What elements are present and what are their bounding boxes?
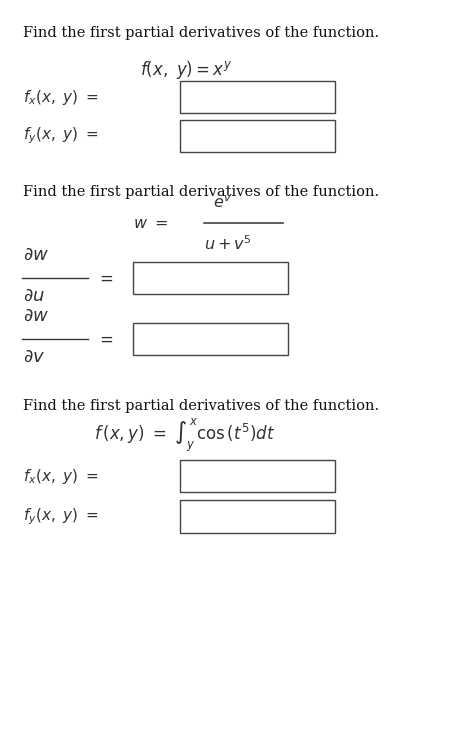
Text: $f_x(x,\ y)\ =$: $f_x(x,\ y)\ =$ [23,88,99,107]
FancyBboxPatch shape [180,120,335,152]
Text: $\partial w$: $\partial w$ [23,247,50,264]
Text: $\partial w$: $\partial w$ [23,308,50,325]
Text: Find the first partial derivatives of the function.: Find the first partial derivatives of th… [23,399,380,413]
Text: $f_y(x,\ y)\ =$: $f_y(x,\ y)\ =$ [23,506,99,527]
FancyBboxPatch shape [180,460,335,492]
Text: $\partial u$: $\partial u$ [23,287,45,305]
FancyBboxPatch shape [180,81,335,113]
Text: $=$: $=$ [96,269,113,287]
Text: $f(x,\ y) = x^y$: $f(x,\ y) = x^y$ [140,59,233,81]
Text: $f_x(x,\ y)\ =$: $f_x(x,\ y)\ =$ [23,467,99,486]
FancyBboxPatch shape [133,262,288,294]
FancyBboxPatch shape [180,500,335,533]
Text: $f_y(x,\ y)\ =$: $f_y(x,\ y)\ =$ [23,126,99,146]
Text: Find the first partial derivatives of the function.: Find the first partial derivatives of th… [23,185,380,199]
Text: $w\ =\ $: $w\ =\ $ [133,214,168,232]
Text: $=$: $=$ [96,330,113,348]
Text: $f\,(x, y)\ =\ \int_{y}^{x} \cos\left(t^5\right) dt$: $f\,(x, y)\ =\ \int_{y}^{x} \cos\left(t^… [94,417,275,454]
Text: $\partial v$: $\partial v$ [23,348,45,366]
FancyBboxPatch shape [133,323,288,355]
Text: Find the first partial derivatives of the function.: Find the first partial derivatives of th… [23,26,380,40]
Text: $e^v$: $e^v$ [213,195,232,212]
Text: $u + v^5$: $u + v^5$ [204,236,252,254]
